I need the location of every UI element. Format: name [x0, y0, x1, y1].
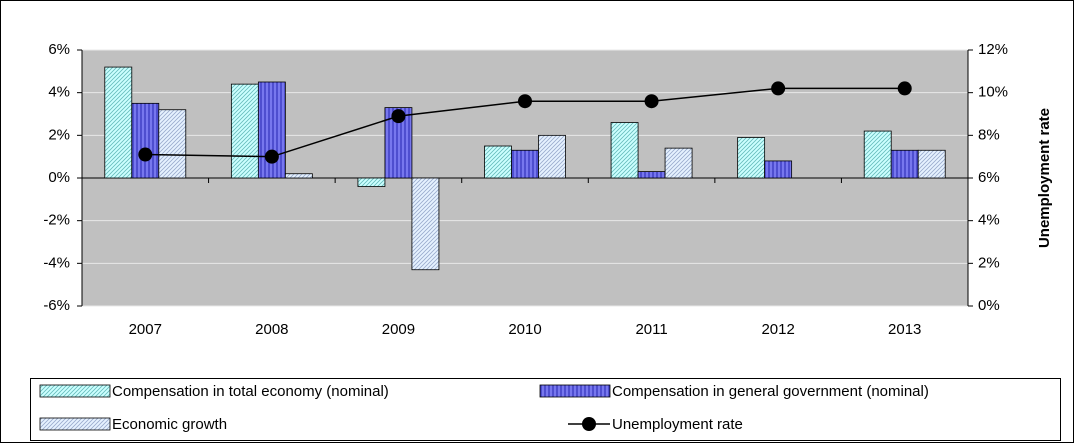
bar	[890, 149, 919, 179]
bar	[284, 173, 313, 179]
y-tick-label: 0%	[48, 169, 70, 186]
bar	[637, 171, 666, 179]
y-tick-label: 4%	[48, 84, 70, 101]
x-tick-label: 2008	[255, 321, 288, 338]
legend-swatch	[539, 384, 611, 398]
y-tick-label: 2%	[48, 126, 70, 143]
legend-label: Economic growth	[112, 416, 227, 433]
marker	[138, 147, 153, 162]
y-tick-label: -6%	[43, 297, 70, 314]
legend-label: Compensation in general government (nomi…	[612, 383, 929, 400]
marker	[264, 149, 279, 164]
bar	[230, 83, 259, 179]
x-tick-label: 2012	[761, 321, 794, 338]
y2-tick-label: 8%	[978, 126, 1000, 143]
y2-tick-label: 6%	[978, 169, 1000, 186]
legend-swatch	[39, 417, 111, 431]
y2-tick-label: 4%	[978, 212, 1000, 229]
bar	[737, 137, 766, 179]
marker	[771, 81, 786, 96]
y-tick-label: -2%	[43, 212, 70, 229]
y-tick-label: 6%	[48, 41, 70, 58]
bar	[104, 66, 133, 179]
x-tick-label: 2010	[508, 321, 541, 338]
bar	[484, 145, 512, 179]
marker	[644, 94, 659, 109]
bar	[610, 122, 639, 179]
bar	[764, 160, 793, 179]
bar	[664, 147, 693, 179]
x-tick-label: 2011	[635, 321, 667, 338]
bar	[917, 149, 946, 179]
bar	[538, 134, 566, 179]
y2-tick-label: 12%	[978, 41, 1008, 58]
legend-label: Compensation in total economy (nominal)	[112, 383, 389, 400]
x-tick-label: 2009	[382, 321, 415, 338]
x-tick-label: 2007	[129, 321, 162, 338]
marker	[391, 109, 406, 124]
bar	[357, 177, 386, 187]
legend-label: Unemployment rate	[612, 416, 743, 433]
y2-tick-label: 0%	[978, 297, 1000, 314]
bar	[863, 130, 892, 179]
bar	[511, 149, 539, 179]
y2-axis-title: Unemployment rate	[1036, 108, 1053, 248]
bar	[158, 109, 187, 179]
y-tick-label: -4%	[43, 254, 70, 271]
marker	[897, 81, 912, 96]
x-tick-label: 2013	[888, 321, 921, 338]
bar	[131, 102, 160, 179]
bar	[411, 177, 440, 271]
bar	[384, 107, 413, 179]
marker	[518, 94, 532, 109]
legend-marker	[582, 417, 596, 431]
y2-tick-label: 2%	[978, 254, 1000, 271]
y2-tick-label: 10%	[978, 84, 1008, 101]
legend-swatch	[39, 384, 111, 398]
